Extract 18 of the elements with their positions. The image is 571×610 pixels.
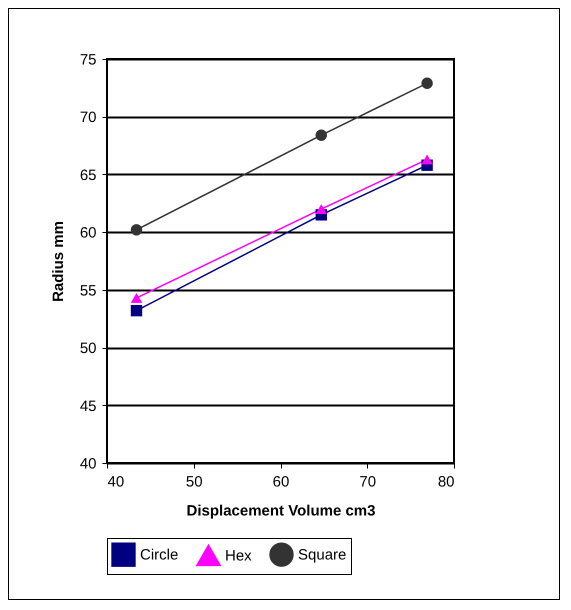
y-tick-label: 65 xyxy=(80,166,96,184)
y-tick-label: 60 xyxy=(80,224,96,242)
x-axis-title: Displacement Volume cm3 xyxy=(186,502,376,520)
y-tick-label: 55 xyxy=(80,282,96,300)
x-tick-label: 60 xyxy=(272,474,290,490)
x-tick-label: 70 xyxy=(359,474,376,490)
legend-label: Hex xyxy=(225,547,252,564)
legend-label: Circle xyxy=(140,546,178,564)
x-tick-label: 40 xyxy=(108,474,124,490)
y-tick-label: 45 xyxy=(80,398,96,415)
y-tick-label: 70 xyxy=(80,109,96,126)
x-tick-label: 80 xyxy=(438,474,454,490)
y-tick-label: 50 xyxy=(80,340,96,358)
y-tick-label: 75 xyxy=(80,52,96,68)
y-axis-title: Radius mm xyxy=(50,221,67,302)
legend-label: Square xyxy=(298,546,346,564)
y-tick-label: 40 xyxy=(80,456,96,472)
x-tick-label: 50 xyxy=(186,474,203,490)
